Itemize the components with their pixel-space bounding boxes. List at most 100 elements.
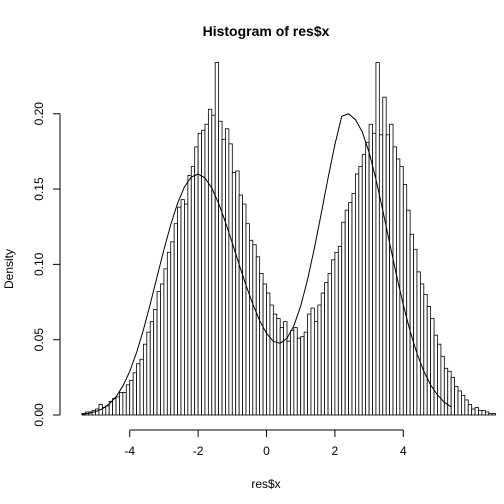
histogram-bar xyxy=(156,291,161,416)
histogram-bar xyxy=(225,128,230,416)
histogram-bar xyxy=(248,239,254,416)
histogram-bar xyxy=(464,399,469,416)
y-axis-label: Density xyxy=(2,249,16,289)
histogram-bar xyxy=(351,193,356,416)
histogram-bar xyxy=(344,209,349,416)
histogram-bar xyxy=(231,172,237,416)
histogram-bar xyxy=(194,146,199,416)
histogram-bar xyxy=(252,244,257,416)
histogram-bar xyxy=(423,294,428,416)
x-tick-label: 4 xyxy=(400,444,407,458)
histogram-bar xyxy=(204,123,209,416)
histogram-bar xyxy=(163,268,168,416)
histogram-bar xyxy=(437,343,442,416)
histogram-bar xyxy=(259,272,264,416)
histogram-bar xyxy=(443,367,449,416)
histogram-bar xyxy=(211,114,216,416)
histogram-bars xyxy=(81,62,497,416)
histogram-bar xyxy=(112,398,117,416)
histogram-bar xyxy=(105,405,110,416)
histogram-bar xyxy=(146,331,151,416)
histogram-bar xyxy=(365,141,370,416)
histogram-bar xyxy=(245,223,250,416)
histogram-bar xyxy=(221,138,226,416)
histogram-bar xyxy=(334,251,339,416)
x-tick-label: -2 xyxy=(193,444,204,458)
histogram-bar xyxy=(115,396,120,416)
y-tick-label: 0.20 xyxy=(32,102,46,126)
histogram-bar xyxy=(419,283,425,416)
histogram-bar xyxy=(207,108,213,416)
histogram-bar xyxy=(166,251,172,416)
histogram-bar xyxy=(170,241,175,416)
histogram-bar xyxy=(409,233,414,416)
histogram-bar xyxy=(190,166,196,416)
histogram-bar xyxy=(238,194,243,416)
histogram-bar xyxy=(317,304,322,416)
histogram-bar xyxy=(450,376,455,416)
histogram-bar xyxy=(177,206,182,416)
histogram-bar xyxy=(262,283,267,416)
histogram-bar xyxy=(378,134,384,416)
histogram-bar xyxy=(488,413,493,416)
histogram-bar xyxy=(413,248,418,416)
histogram-bar xyxy=(358,166,363,416)
histogram-bar xyxy=(406,209,411,416)
histogram-bar xyxy=(331,259,336,416)
histogram-bar xyxy=(119,391,124,416)
histogram-bar xyxy=(269,304,274,416)
histogram-bar xyxy=(187,175,192,416)
histogram-bar xyxy=(337,245,343,416)
histogram-bar xyxy=(310,307,315,416)
histogram-bar xyxy=(368,123,373,416)
histogram-bar xyxy=(122,391,127,416)
histogram-bar xyxy=(228,143,233,416)
histogram-bar xyxy=(389,123,394,416)
y-tick-label: 0.15 xyxy=(32,177,46,201)
x-tick-label: 0 xyxy=(263,444,270,458)
x-axis-label: res$x xyxy=(251,477,280,491)
histogram-bar xyxy=(433,334,438,416)
histogram-bar xyxy=(184,203,189,416)
histogram-bar xyxy=(235,170,240,416)
x-tick-label: 2 xyxy=(332,444,339,458)
histogram-bar xyxy=(180,199,185,416)
histogram-bar xyxy=(283,321,288,416)
histogram-bar xyxy=(136,363,141,416)
histogram-bar xyxy=(430,318,435,416)
histogram-bar xyxy=(385,134,391,416)
histogram-bar xyxy=(402,184,408,416)
histogram-bar xyxy=(214,62,220,416)
histogram-bar xyxy=(382,96,387,416)
histogram-bar xyxy=(478,410,483,416)
x-axis: -4 -2 0 2 4 xyxy=(124,429,407,458)
histogram-bar xyxy=(142,343,148,416)
histogram-bar xyxy=(457,390,462,416)
histogram-bar xyxy=(129,379,134,416)
histogram-bar xyxy=(454,385,459,416)
histogram-bar xyxy=(242,203,247,416)
histogram-bar xyxy=(348,202,353,416)
y-tick-label: 0.05 xyxy=(32,328,46,352)
histogram-bar xyxy=(484,411,490,416)
histogram-bar xyxy=(255,256,261,416)
histogram-bar xyxy=(375,62,380,416)
histogram-bar xyxy=(416,271,421,416)
histogram-bar xyxy=(341,221,346,416)
histogram-bar xyxy=(467,404,473,416)
histogram-bar xyxy=(296,337,302,416)
histogram-bar xyxy=(201,129,206,416)
histogram-bar xyxy=(471,408,476,416)
histogram-bar xyxy=(272,313,278,416)
y-axis: 0.00 0.05 0.10 0.15 0.20 xyxy=(32,102,61,427)
density-curve xyxy=(81,113,452,415)
histogram-bar xyxy=(276,318,281,416)
histogram-bar xyxy=(266,292,271,416)
histogram-bar xyxy=(218,120,223,416)
histogram-bar xyxy=(153,309,158,416)
histogram-bar xyxy=(392,146,397,416)
histogram-bar xyxy=(447,370,452,416)
histogram-bar xyxy=(293,327,298,416)
histogram-bar xyxy=(303,331,308,416)
